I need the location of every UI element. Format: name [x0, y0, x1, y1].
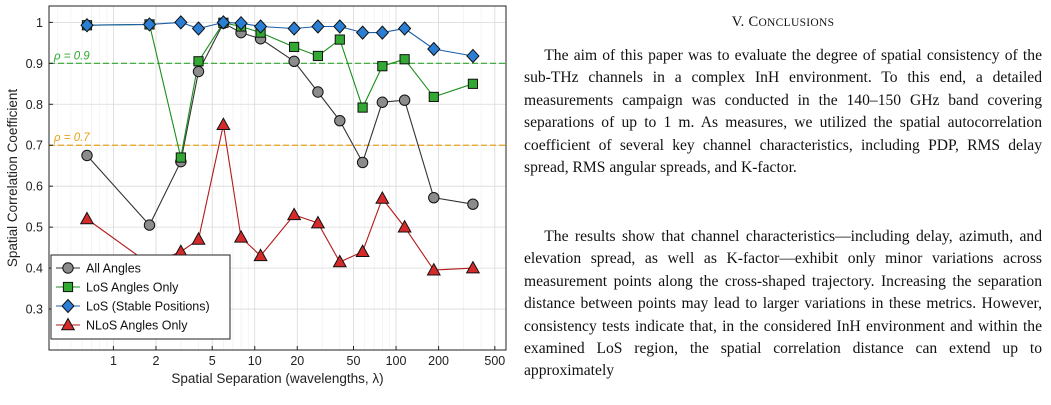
triangle-marker: [216, 117, 231, 131]
y-tick-label: 0.9: [26, 57, 43, 71]
x-tick-label: 200: [428, 354, 449, 368]
y-tick-label: 0.8: [26, 98, 43, 112]
section-title-rest: ONCLUSIONS: [758, 17, 835, 29]
triangle-marker: [375, 190, 390, 204]
x-tick-label: 500: [484, 354, 505, 368]
circle-marker: [428, 191, 440, 204]
circle-marker: [398, 94, 411, 106]
x-axis-label: Spatial Separation (wavelengths, λ): [171, 371, 383, 386]
correlation-chart: ρ = 0.9 ρ = 0.7 1 2 5 10 20 50 100 200 500 0.3 0.4 0.…: [5, 5, 507, 386]
x-tick-label: 1: [110, 354, 117, 368]
y-tick-label: 0.3: [26, 303, 43, 317]
triangle-marker: [79, 211, 95, 225]
circle-marker: [81, 149, 93, 162]
triangle-marker: [332, 254, 347, 268]
threshold-label: ρ = 0.9: [53, 50, 90, 62]
diamond-marker: [80, 18, 94, 33]
circle-marker: [356, 156, 369, 169]
x-tick-label: 2: [152, 354, 159, 368]
circle-marker: [376, 96, 389, 108]
section-number: V.: [731, 14, 745, 30]
y-tick-label: 1: [36, 16, 43, 30]
triangle-marker: [253, 248, 268, 262]
paragraph: The aim of this paper was to evaluate th…: [524, 47, 1042, 177]
x-tick-label: 100: [386, 354, 407, 368]
square-marker: [312, 50, 324, 62]
square-marker: [467, 78, 479, 89]
diamond-marker: [142, 17, 157, 32]
paragraph: The results show that channel characteri…: [524, 228, 1042, 380]
x-tick-label: 20: [290, 354, 304, 368]
square-marker: [175, 152, 186, 163]
triangle-marker: [233, 229, 249, 243]
circle-marker: [288, 55, 300, 67]
legend-entry: All Angles: [86, 262, 141, 276]
square-marker: [62, 281, 74, 293]
diamond-marker: [333, 19, 347, 34]
circle-marker: [334, 114, 346, 127]
triangle-marker: [426, 262, 441, 276]
circle-marker: [62, 262, 74, 274]
diamond-marker: [427, 41, 441, 57]
x-tick-label: 5: [209, 354, 216, 368]
square-marker: [334, 34, 345, 45]
square-marker: [357, 102, 368, 113]
triangle-marker: [191, 231, 206, 245]
plot-frame: [48, 5, 507, 351]
diamond-marker: [287, 21, 301, 36]
section-title: CONCLUSIONS: [748, 14, 834, 30]
triangle-marker: [60, 317, 76, 331]
y-tick-label: 0.4: [26, 262, 43, 276]
diamond-marker: [397, 21, 412, 36]
triangle-marker: [397, 219, 412, 233]
y-tick-label: 0.6: [26, 180, 43, 194]
diamond-marker: [466, 48, 480, 64]
square-marker: [377, 61, 388, 72]
y-tick-label: 0.7: [26, 139, 43, 153]
diamond-marker: [61, 298, 75, 314]
triangle-marker: [355, 244, 370, 258]
diamond-marker: [191, 21, 206, 36]
circle-marker: [143, 219, 156, 231]
legend-entry: NLoS Angles Only: [86, 319, 188, 333]
threshold-label: ρ = 0.7: [53, 132, 90, 144]
circle-marker: [312, 86, 324, 98]
diamond-marker: [253, 19, 268, 34]
y-axis-label: Spatial Correlation Coefficient: [5, 89, 20, 268]
diamond-marker: [311, 19, 325, 34]
conclusions-section: V. CONCLUSIONS The aim of this paper was…: [524, 0, 1042, 405]
correlation-figure: ρ = 0.9 ρ = 0.7 1 2 5 10 20 50 100 200 500 0.3 0.4 0.…: [0, 0, 512, 405]
diamond-marker: [375, 25, 390, 40]
diamond-marker: [216, 15, 231, 30]
diamond-marker: [174, 15, 188, 30]
circle-marker: [467, 198, 479, 210]
square-marker: [193, 56, 204, 67]
square-marker: [289, 41, 300, 53]
diamond-marker: [234, 15, 248, 31]
triangle-marker: [286, 207, 302, 221]
section-title-initial: C: [748, 14, 759, 30]
triangle-marker: [310, 215, 326, 229]
legend-entry: LoS (Stable Positions): [86, 300, 210, 314]
square-marker: [428, 91, 439, 103]
square-marker: [399, 54, 410, 65]
legend-box: [50, 254, 231, 340]
triangle-marker: [465, 260, 481, 274]
circle-marker: [192, 65, 205, 78]
y-tick-label: 0.5: [26, 221, 43, 235]
x-tick-label: 50: [347, 354, 361, 368]
diamond-marker: [355, 25, 370, 40]
section-heading: V. CONCLUSIONS: [524, 14, 1042, 31]
legend-entry: LoS Angles Only: [86, 281, 179, 295]
x-tick-label: 10: [248, 354, 262, 368]
